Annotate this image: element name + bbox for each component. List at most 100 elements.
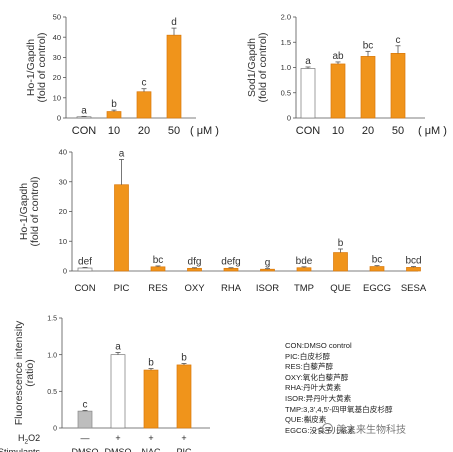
- x-tick-label: EGCG: [363, 283, 391, 294]
- significance-letter: c: [396, 35, 401, 46]
- x-tick-label: QUE: [330, 283, 351, 294]
- panel-d: 0 0.5 1.0 1.5 Fluorescence intensity(ratio) c…: [0, 316, 210, 452]
- bar: [110, 354, 126, 429]
- row-label-h2o2: H2O2: [18, 433, 40, 446]
- y-tick-label: 0.5: [47, 389, 57, 396]
- bar: [406, 267, 421, 272]
- legend-line: TMP:3,3',4,5'-四甲氧基白皮杉醇: [285, 404, 393, 414]
- significance-letter: dfg: [188, 257, 202, 268]
- y-axis-label: Fluorescence intensity(ratio): [13, 320, 36, 425]
- significance-letter: a: [305, 56, 311, 67]
- bar: [76, 116, 92, 119]
- x-tick-label: OXY: [184, 283, 205, 294]
- row-label-text: O2: [28, 433, 40, 443]
- y-axis-label-line: (fold of control): [36, 32, 48, 102]
- y-axis-label-line: Sod1/Gapdh: [246, 38, 258, 97]
- bar: [260, 268, 275, 272]
- significance-letter: d: [171, 17, 177, 28]
- legend-line: RHA:丹叶大黄素: [285, 383, 342, 393]
- x-tick-label: 10: [108, 125, 120, 137]
- y-axis-label-line: Ho-1/Gapdh: [18, 183, 30, 240]
- y-tick-label: 1.5: [47, 316, 57, 323]
- y-axis-label-line: Fluorescence intensity: [13, 320, 25, 425]
- row-label-subscript: 2: [25, 439, 29, 446]
- legend-line: CON:DMSO control: [285, 341, 352, 350]
- bar: [136, 91, 152, 119]
- panel-b: 0 0.5 1.0 1.5 2.0 Sod1/Gapdh(fold of control)…: [246, 13, 447, 137]
- bar: [187, 267, 202, 272]
- y-tick-label: 0: [63, 267, 67, 276]
- x-tick-label: CON: [74, 283, 95, 294]
- legend-line: QUE:槲皮素: [285, 415, 327, 425]
- significance-letter: ab: [332, 51, 344, 62]
- x-tick-label: 10: [332, 125, 344, 137]
- row-label-text: H: [18, 433, 25, 443]
- bar: [300, 68, 316, 119]
- x-tick-label: RES: [148, 283, 168, 294]
- legend-line: EGCG:没食子儿茶素: [285, 425, 356, 435]
- bar: [360, 56, 376, 119]
- y-tick-label: 0: [287, 114, 291, 123]
- panel-c: 0 10 20 30 40 Ho-1/Gapdh(fold of control) def a…: [18, 148, 427, 294]
- legend-line: RES:白藜芦醇: [285, 362, 334, 372]
- significance-letter: b: [338, 238, 344, 249]
- watermark-text: 美之来生物科技: [336, 424, 406, 436]
- significance-letter: bc: [153, 255, 164, 266]
- x-tick-label: 50: [392, 125, 404, 137]
- bar: [369, 266, 385, 272]
- significance-letter: c: [142, 78, 147, 89]
- bar: [150, 266, 166, 272]
- significance-letter: b: [181, 352, 187, 363]
- y-axis-label-line: (fold of control): [257, 32, 269, 102]
- y-axis-label-line: (fold of control): [29, 176, 41, 246]
- significance-letter: a: [115, 341, 121, 352]
- x-tick-label: CON: [72, 125, 97, 137]
- h2o2-sign: +: [115, 433, 120, 443]
- y-tick-label: 0: [57, 114, 61, 123]
- bar: [114, 184, 129, 272]
- y-tick-label: 30: [59, 177, 67, 186]
- y-axis-label: Sod1/Gapdh(fold of control): [246, 32, 269, 102]
- y-tick-label: 1.0: [281, 63, 291, 72]
- significance-letter: a: [81, 105, 87, 116]
- legend-line: OXY:氧化白藜芦醇: [285, 372, 349, 382]
- legend-line: ISOR:异丹叶大黄素: [285, 393, 352, 403]
- y-tick-label: 40: [59, 148, 67, 157]
- significance-letter: def: [78, 256, 92, 267]
- y-tick-label: 0: [53, 426, 57, 433]
- significance-letter: b: [111, 99, 117, 110]
- y-tick-label: 20: [53, 73, 61, 82]
- bar: [330, 63, 346, 119]
- bar: [77, 410, 93, 429]
- h2o2-sign: +: [181, 433, 186, 443]
- significance-letter: bc: [372, 255, 383, 266]
- bar: [223, 267, 239, 272]
- x-tick-label: PIC: [114, 283, 130, 294]
- x-tick-label: 20: [138, 125, 150, 137]
- y-tick-label: 10: [53, 93, 61, 102]
- significance-letter: c: [83, 399, 88, 410]
- y-tick-label: 2.0: [281, 13, 291, 22]
- significance-letter: g: [265, 258, 271, 269]
- row-label-stimulants: Stimulants: [0, 447, 41, 452]
- y-tick-label: 1.5: [281, 38, 291, 47]
- y-tick-label: 10: [59, 237, 67, 246]
- x-tick-label: SESA: [401, 283, 427, 294]
- y-axis-label-line: (ratio): [24, 359, 36, 386]
- x-tick-label: TMP: [294, 283, 314, 294]
- y-tick-label: 1.0: [47, 352, 57, 359]
- significance-letter: bc: [363, 40, 374, 51]
- bar: [333, 252, 348, 272]
- significance-letter: bcd: [405, 256, 421, 267]
- significance-letter: b: [148, 358, 154, 369]
- bar: [166, 34, 182, 119]
- y-tick-label: 30: [53, 53, 61, 62]
- x-unit-label: ( μM ): [418, 125, 447, 137]
- x-tick-label: CON: [296, 125, 321, 137]
- bar: [176, 364, 192, 429]
- x-tick-label: ISOR: [256, 283, 279, 294]
- bar: [106, 111, 122, 119]
- stimulant-label: PIC: [176, 447, 192, 452]
- h2o2-sign: +: [148, 433, 153, 443]
